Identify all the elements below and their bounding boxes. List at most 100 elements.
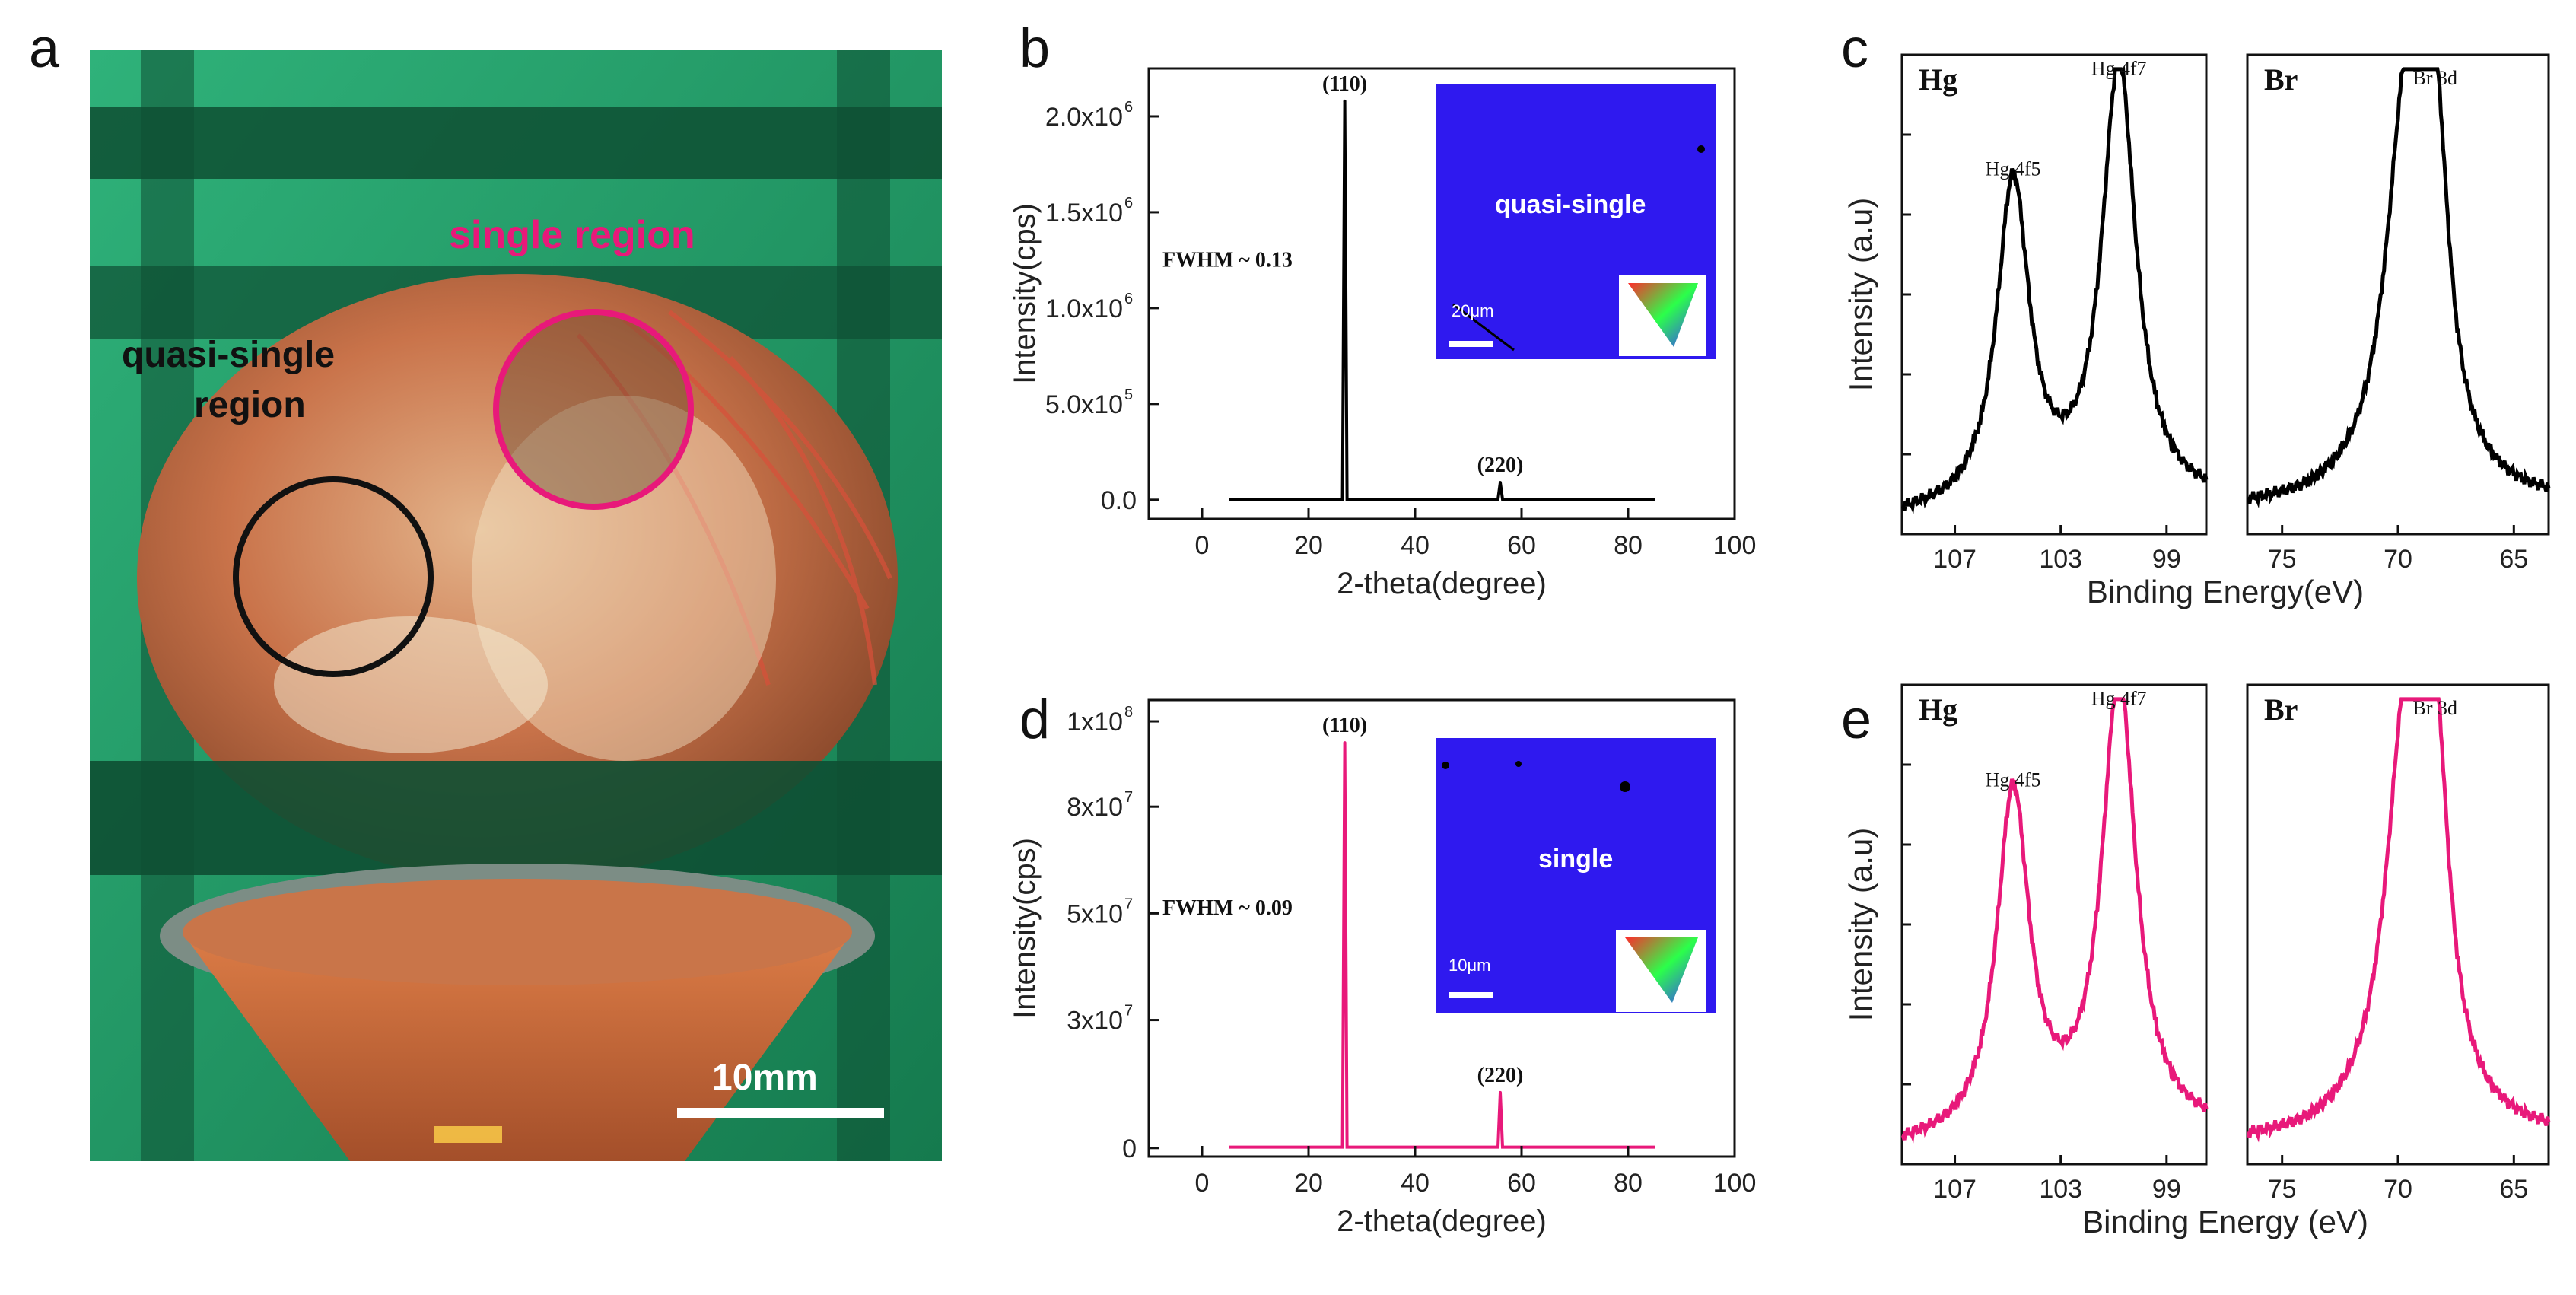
y-tick-label: 3x10	[1067, 1007, 1123, 1036]
panel-letter-c: c	[1841, 18, 1868, 79]
crystal-cone	[190, 943, 844, 1161]
x-axis-label: 2-theta(degree)	[1337, 1204, 1547, 1238]
y-axis-label: Intensity (a.u)	[1843, 828, 1878, 1021]
y-axis-label: Intensity(cps)	[1008, 838, 1042, 1019]
single-region-label: single region	[449, 213, 695, 257]
x-tick-label: 100	[1713, 1169, 1757, 1198]
y-axis-label: Intensity(cps)	[1008, 203, 1042, 384]
element-label: Hg	[1919, 62, 1957, 97]
ipf-key	[1628, 283, 1698, 347]
ebsd-defect	[1442, 762, 1449, 769]
scale-bar-label: 10mm	[712, 1058, 818, 1098]
ebsd-defect	[1515, 761, 1522, 767]
xps-plot-single: 107 103 99 Hg Hg 4f5 Hg 4f7 75 70 65 Br Br 3d Bindi…	[1843, 683, 2551, 1239]
inset-scale-bar	[1449, 341, 1493, 347]
x-tick-label: 80	[1614, 1169, 1643, 1198]
peak-label: Br 3d	[2412, 67, 2457, 89]
photo-panel: single region quasi-single region 10mm	[90, 50, 942, 1161]
y-tick-exponent: 6	[1124, 195, 1133, 212]
y-tick-label: 5x10	[1067, 899, 1123, 928]
y-tick-exponent: 7	[1124, 1003, 1133, 1020]
peak-label: Hg 4f7	[2091, 57, 2147, 79]
x-tick-label: 75	[2268, 545, 2297, 574]
xps-plot-quasi-single: 107 103 99 Hg Hg 4f5 Hg 4f7 75 70 65 Br Br 3d Bindi…	[1843, 53, 2551, 609]
plot-frame	[1147, 698, 1736, 1158]
panel-letter-a: a	[29, 18, 60, 79]
quasi-region-label-2: region	[194, 385, 306, 425]
x-tick-label: 60	[1507, 1169, 1536, 1198]
inset-scale-label: 20μm	[1452, 301, 1493, 320]
inset-label: quasi-single	[1495, 190, 1646, 219]
x-tick-label: 103	[2039, 1175, 2082, 1204]
peak-label: (110)	[1322, 72, 1367, 96]
y-tick-label: 1.0x10	[1045, 294, 1123, 323]
x-tick-label: 65	[2499, 545, 2528, 574]
x-tick-label: 100	[1713, 531, 1757, 560]
xrd-spectrum-line	[1229, 100, 1655, 501]
x-tick-label: 75	[2268, 1175, 2297, 1204]
xps-spectrum-line	[2246, 67, 2551, 509]
xrd-spectrum-line	[1229, 743, 1655, 1149]
x-tick-label: 65	[2499, 1175, 2528, 1204]
x-tick-label: 0	[1195, 1169, 1210, 1198]
dome-sparkle-2	[274, 616, 548, 753]
y-tick-label: 5.0x10	[1045, 390, 1123, 419]
xps-frame	[2246, 683, 2550, 1166]
x-tick-label: 99	[2152, 1175, 2181, 1204]
xps-frame	[1900, 683, 2208, 1166]
x-axis-label: Binding Energy (eV)	[2082, 1204, 2368, 1239]
y-tick-label: 1.5x10	[1045, 199, 1123, 228]
x-tick-label: 60	[1507, 531, 1536, 560]
peak-label: Hg 4f5	[1986, 769, 2041, 791]
element-label: Br	[2264, 62, 2298, 97]
x-tick-label: 70	[2384, 545, 2412, 574]
x-tick-label: 70	[2384, 1175, 2412, 1204]
xps-spectrum-line	[1901, 697, 2209, 1144]
element-label: Br	[2264, 692, 2298, 727]
x-tick-label: 107	[1933, 1175, 1977, 1204]
xrd-plot-quasi-single: quasi-single 20μm 0 20 40 60 80 100 0.0 5.0x10 5…	[1008, 67, 1757, 600]
inset-scale-label: 10μm	[1449, 956, 1490, 975]
peak-marker	[1343, 741, 1347, 745]
peak-label: (110)	[1322, 714, 1367, 737]
y-tick-exponent: 8	[1124, 704, 1133, 721]
x-tick-label: 80	[1614, 531, 1643, 560]
x-tick-label: 99	[2152, 545, 2181, 574]
cone-glint	[434, 1126, 502, 1143]
scale-bar	[677, 1108, 884, 1118]
xps-frame	[1900, 53, 2208, 536]
x-tick-label: 0	[1195, 531, 1210, 560]
ebsd-scratch	[1452, 303, 1515, 352]
ebsd-inset-single: single 10μm	[1436, 738, 1716, 1013]
x-tick-label: 103	[2039, 545, 2082, 574]
x-tick-label: 107	[1933, 545, 1977, 574]
x-tick-label: 20	[1294, 531, 1323, 560]
cone-rim-inner	[183, 879, 852, 985]
y-tick-exponent: 6	[1124, 99, 1133, 116]
x-axis-label: 2-theta(degree)	[1337, 567, 1547, 600]
photo-bar-top	[90, 107, 942, 179]
y-tick-label: 2.0x10	[1045, 103, 1123, 132]
y-tick-exponent: 7	[1124, 789, 1133, 806]
peak-marker	[1499, 481, 1502, 485]
fwhm-annotation: FWHM ~ 0.09	[1162, 896, 1293, 920]
ebsd-defect	[1620, 781, 1630, 792]
xps-spectrum-line	[2246, 697, 2551, 1143]
peak-label: Hg 4f5	[1986, 158, 2041, 180]
x-tick-label: 40	[1401, 531, 1430, 560]
peak-marker	[1499, 1090, 1502, 1094]
inset-scale-bar	[1449, 992, 1493, 998]
ipf-key	[1625, 937, 1698, 1003]
peak-label: Br 3d	[2412, 697, 2457, 719]
x-tick-label: 40	[1401, 1169, 1430, 1198]
quasi-region-label-1: quasi-single	[122, 335, 335, 375]
element-label: Hg	[1919, 692, 1957, 727]
panel-letter-d: d	[1019, 689, 1050, 750]
y-tick-exponent: 6	[1124, 291, 1133, 307]
y-tick-label: 0.0	[1101, 486, 1137, 515]
quasi-region-circle	[233, 476, 434, 677]
dome-stripes	[576, 310, 892, 686]
y-tick-exponent: 7	[1124, 896, 1133, 912]
